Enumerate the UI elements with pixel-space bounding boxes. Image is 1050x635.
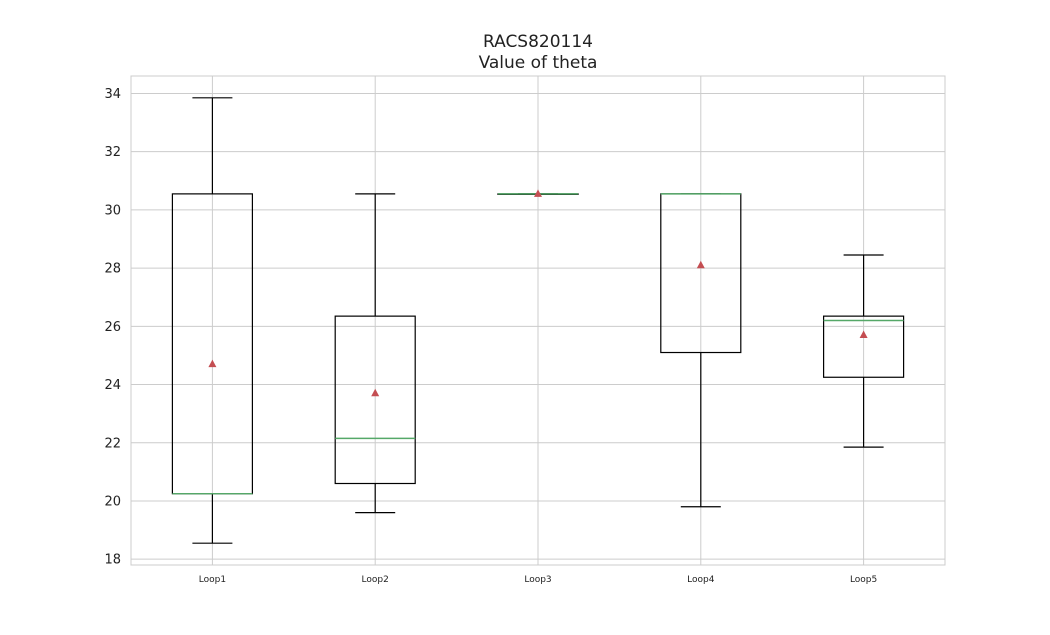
y-axis-ticks: 18 20 22 24 26 28 30 32 34	[104, 87, 121, 568]
x-tick-label: Loop4	[687, 575, 715, 585]
y-tick-label: 32	[104, 145, 121, 160]
x-tick-label: Loop1	[199, 575, 226, 585]
chart-title: RACS820114	[483, 32, 593, 52]
box-loop3	[497, 189, 579, 197]
x-axis-ticks: Loop1 Loop2 Loop3 Loop4 Loop5	[199, 575, 878, 585]
y-tick-label: 34	[104, 87, 121, 102]
x-tick-label: Loop3	[524, 575, 551, 585]
mean-marker	[534, 189, 542, 197]
iqr-box	[822, 315, 905, 378]
plot-frame	[130, 75, 946, 566]
box-loop1	[171, 97, 253, 544]
y-tick-label: 18	[104, 553, 121, 568]
iqr-box	[334, 315, 416, 485]
y-tick-label: 26	[104, 320, 121, 335]
box-loop5	[822, 254, 905, 448]
y-tick-label: 20	[104, 494, 121, 509]
grid-lines	[131, 76, 945, 565]
y-tick-label: 24	[104, 378, 121, 393]
mean-marker	[371, 388, 380, 397]
box-loop2	[334, 193, 416, 514]
y-tick-label: 28	[104, 262, 121, 277]
y-tick-label: 30	[104, 203, 121, 218]
boxes	[171, 97, 905, 544]
chart-subtitle: Value of theta	[479, 53, 598, 73]
mean-marker	[859, 330, 868, 339]
x-tick-label: Loop2	[362, 575, 389, 585]
mean-marker	[208, 359, 217, 368]
y-tick-label: 22	[104, 436, 121, 451]
box-loop4	[660, 193, 742, 508]
x-tick-label: Loop5	[850, 575, 877, 585]
mean-marker	[696, 260, 705, 269]
